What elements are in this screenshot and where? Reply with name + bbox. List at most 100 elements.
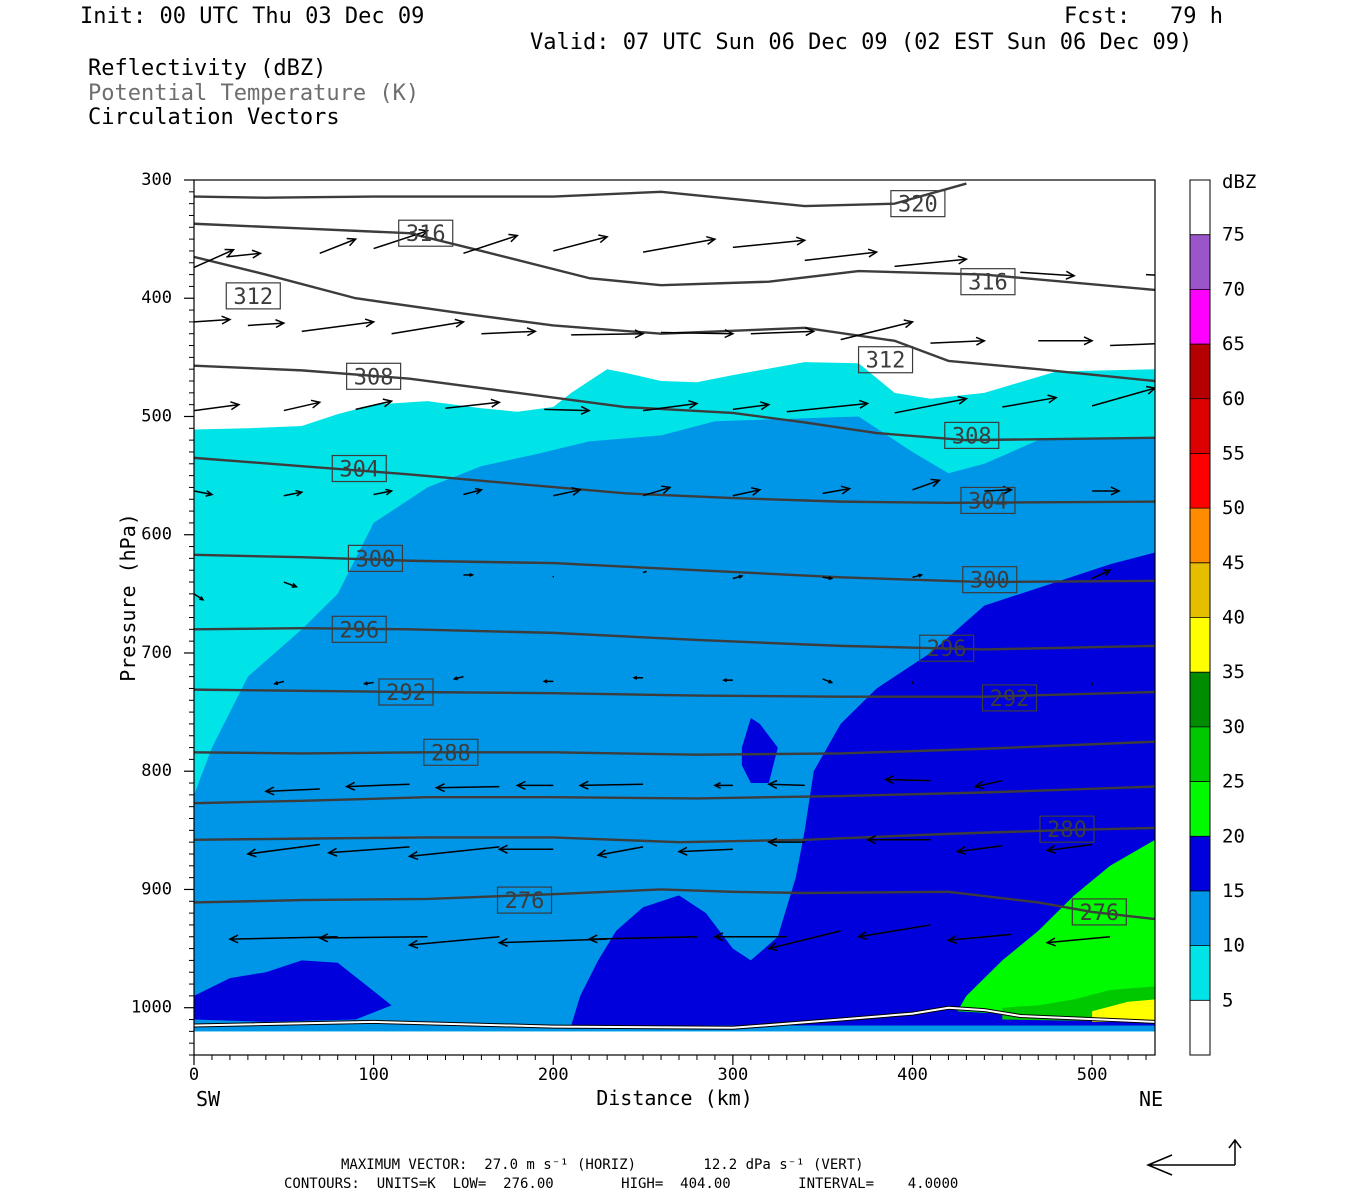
colorbar-tick-label: 50 bbox=[1222, 497, 1245, 519]
vector-head bbox=[344, 781, 356, 791]
circulation-vector bbox=[1045, 843, 1093, 854]
vector-head bbox=[930, 478, 942, 488]
vector-head bbox=[1103, 569, 1112, 577]
contour-label-292-b: 292 bbox=[981, 684, 1038, 712]
circulation-vector bbox=[283, 581, 299, 588]
vector-head bbox=[706, 235, 717, 246]
colorbar-tick-label: 55 bbox=[1222, 442, 1245, 464]
vector-shaft bbox=[642, 238, 716, 253]
contour-label-box bbox=[331, 454, 387, 483]
vector-head bbox=[434, 783, 445, 793]
y-axis-title: Pressure (hPa) bbox=[116, 513, 140, 682]
circulation-vector bbox=[373, 228, 430, 250]
vector-shaft bbox=[732, 239, 805, 249]
colorbar-segment bbox=[1190, 344, 1210, 399]
vector-head bbox=[230, 401, 241, 411]
colorbar-segment bbox=[1190, 289, 1210, 345]
vector-shaft bbox=[445, 401, 500, 409]
colorbar-tick-label: 25 bbox=[1222, 771, 1245, 793]
vector-head bbox=[767, 837, 778, 847]
circulation-vector bbox=[786, 399, 870, 413]
theta-contour-292 bbox=[194, 688, 1155, 698]
contour-label-text: 312 bbox=[233, 285, 273, 310]
plot-area: 320 316 316 312 312 308 308 304 304 300 300 296 296 2… bbox=[194, 180, 1155, 1055]
circulation-vector bbox=[822, 485, 852, 495]
vector-head bbox=[660, 485, 672, 495]
contour-label-304-b: 304 bbox=[960, 486, 1016, 515]
vector-head bbox=[474, 487, 484, 495]
contour-label-box bbox=[919, 634, 975, 662]
contour-label-text: 296 bbox=[339, 618, 379, 643]
circulation-vector bbox=[407, 846, 500, 861]
contour-label-text: 288 bbox=[431, 741, 471, 766]
terrain-line-inner bbox=[194, 1006, 1155, 1029]
vector-head bbox=[957, 255, 969, 265]
vector-head bbox=[805, 327, 816, 337]
circulation-vector bbox=[642, 235, 717, 253]
vector-shaft bbox=[226, 252, 261, 258]
circulation-vector bbox=[553, 486, 582, 497]
vector-head bbox=[955, 846, 967, 856]
circulation-vector bbox=[955, 844, 1003, 856]
colorbar-title: dBZ bbox=[1222, 171, 1256, 193]
colorbar-segment bbox=[1190, 836, 1210, 891]
theta-contour-280 bbox=[194, 826, 1155, 844]
vector-shaft bbox=[1002, 396, 1057, 408]
vector-shaft bbox=[642, 570, 647, 574]
colorbar-tick-label: 10 bbox=[1222, 935, 1245, 957]
vector-head bbox=[497, 937, 508, 948]
contour-label-box bbox=[960, 486, 1016, 515]
reflectivity-region-15dbz-4 bbox=[194, 960, 392, 1022]
vector-shaft bbox=[1091, 569, 1111, 580]
vector-head bbox=[508, 233, 519, 243]
circulation-vector bbox=[553, 234, 609, 252]
vector-head bbox=[867, 248, 879, 258]
circulation-vector bbox=[1045, 936, 1111, 947]
vector-shaft bbox=[553, 236, 608, 252]
circulation-vector bbox=[894, 395, 969, 414]
vector-head bbox=[310, 399, 322, 409]
vector-head bbox=[224, 248, 236, 258]
vector-shaft bbox=[373, 230, 428, 250]
y-tick-label: 400 bbox=[141, 288, 172, 308]
vector-head bbox=[688, 399, 699, 410]
vector-shaft bbox=[265, 788, 320, 793]
vector-shaft bbox=[283, 401, 320, 412]
vector-head bbox=[515, 780, 526, 790]
vector-shaft bbox=[247, 843, 320, 855]
colorbar-tick-label: 75 bbox=[1222, 224, 1245, 246]
vector-head bbox=[1110, 486, 1121, 496]
vector-head bbox=[767, 942, 778, 952]
contour-label-box bbox=[225, 282, 281, 310]
circulation-vector bbox=[767, 930, 841, 952]
vector-shaft bbox=[373, 490, 392, 496]
colorbar-tick-label: 15 bbox=[1222, 880, 1245, 902]
contour-label-box bbox=[423, 738, 479, 766]
vector-shaft bbox=[732, 403, 769, 411]
circulation-vector bbox=[973, 779, 1003, 790]
vector-shaft bbox=[768, 783, 805, 787]
colorbar-tick-label: 40 bbox=[1222, 607, 1245, 629]
vector-shaft bbox=[840, 321, 913, 341]
colorbar-segment bbox=[1190, 508, 1210, 563]
circulation-vector bbox=[571, 329, 645, 339]
vector-head bbox=[418, 228, 430, 238]
vector-shaft bbox=[409, 936, 500, 946]
contour-label-316-b: 316 bbox=[960, 268, 1016, 296]
vector-head bbox=[199, 596, 205, 601]
vector-head bbox=[973, 780, 985, 790]
y-tick-label: 800 bbox=[141, 761, 172, 781]
circulation-vector bbox=[632, 675, 644, 680]
vector-head bbox=[295, 489, 304, 497]
vector-head bbox=[364, 318, 376, 328]
vector-head bbox=[713, 781, 721, 789]
vector-head bbox=[587, 934, 598, 944]
vector-shaft bbox=[912, 479, 940, 491]
circulation-vector bbox=[642, 485, 672, 497]
circulation-vector bbox=[542, 679, 554, 684]
vector-head bbox=[1065, 270, 1076, 280]
contour-label-box bbox=[331, 615, 387, 643]
circulation-vector bbox=[822, 678, 834, 684]
x-tick-label: 300 bbox=[718, 1065, 749, 1085]
vector-shaft bbox=[391, 321, 464, 335]
